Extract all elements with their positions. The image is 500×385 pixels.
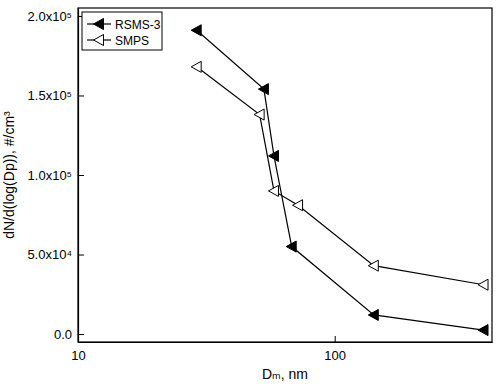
legend-label: RSMS-3 (115, 18, 161, 32)
y-tick-label: 1.0x10⁵ (28, 168, 72, 183)
x-tick-label: 10 (71, 348, 85, 363)
series-marker (478, 279, 488, 290)
series-marker (254, 109, 264, 120)
series-marker (258, 84, 268, 95)
plot: 10 100 0.0 5.0x10⁴ 1.0x10⁵ 1.5x10⁵ 2.0x10⁵ RSMS… (27, 8, 492, 363)
series-marker (286, 241, 296, 252)
series-marker (191, 61, 201, 72)
series-marker (293, 200, 303, 211)
x-tick-mark (335, 336, 336, 342)
legend-label: SMPS (115, 34, 149, 48)
series-marker (368, 309, 378, 320)
y-tick-label: 0.0 (54, 327, 72, 342)
y-tick: 2.0x10⁵ (28, 9, 84, 24)
series-line (197, 30, 484, 330)
legend-entry: SMPS (87, 34, 149, 48)
y-tick: 5.0x10⁴ (27, 247, 84, 262)
series-marker (478, 325, 488, 336)
y-tick-label: 5.0x10⁴ (27, 247, 72, 262)
x-tick: 100 (324, 336, 346, 363)
legend-marker (94, 19, 104, 30)
legend-box (82, 12, 162, 50)
legend-entry: RSMS-3 (87, 18, 161, 32)
legend: RSMS-3 SMPS (82, 12, 162, 50)
series-marker (368, 260, 378, 271)
y-tick: 1.0x10⁵ (28, 168, 84, 183)
y-tick-label: 1.5x10⁵ (28, 88, 72, 103)
x-tick-label: 100 (324, 348, 346, 363)
x-axis: 10 100 (71, 336, 492, 363)
x-axis-line (79, 342, 493, 343)
plot-frame (78, 8, 492, 342)
series-marker (268, 185, 278, 196)
y-tick-mark (78, 175, 84, 176)
y-axis: 0.0 5.0x10⁴ 1.0x10⁵ 1.5x10⁵ 2.0x10⁵ (27, 9, 84, 343)
y-tick: 1.5x10⁵ (28, 88, 84, 103)
y-tick-mark (78, 334, 84, 335)
y-axis-title: dN/d(log(Dp)), #/cm³ (1, 111, 17, 239)
y-tick: 0.0 (54, 327, 84, 342)
data-marks (191, 25, 488, 336)
y-tick-mark (78, 95, 84, 96)
series-marker (268, 150, 278, 161)
series-marker (191, 25, 201, 36)
x-axis-title: Dₘ, nm (262, 366, 308, 382)
y-tick-label: 2.0x10⁵ (28, 9, 72, 24)
legend-marker (94, 35, 104, 46)
y-tick-mark (78, 255, 84, 256)
series-line (197, 67, 484, 285)
